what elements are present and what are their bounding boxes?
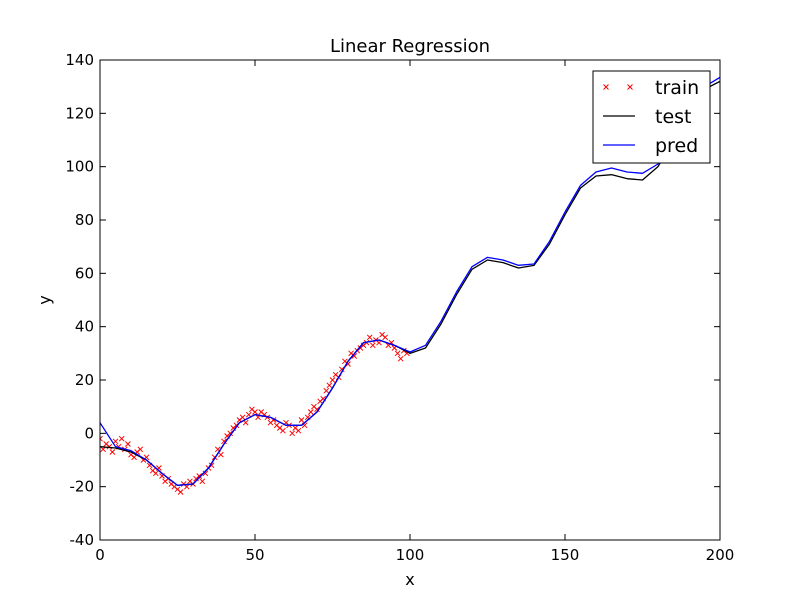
x-tick-label: 0 bbox=[95, 546, 105, 564]
y-tick-label: 0 bbox=[84, 424, 94, 442]
train-point bbox=[394, 350, 401, 357]
train-point bbox=[314, 406, 320, 413]
train-point bbox=[323, 387, 330, 394]
y-axis-label: y bbox=[35, 295, 54, 304]
y-tick-label: 100 bbox=[65, 158, 94, 176]
legend-marker-train bbox=[627, 84, 633, 90]
y-tick-label: -20 bbox=[70, 478, 95, 496]
train-point bbox=[202, 470, 209, 477]
train-point bbox=[196, 473, 203, 479]
train-point bbox=[100, 435, 103, 442]
train-point bbox=[131, 454, 137, 461]
train-point bbox=[345, 361, 351, 367]
chart-title: Linear Regression bbox=[330, 36, 490, 57]
x-tick-label: 200 bbox=[706, 546, 735, 564]
x-axis-label: x bbox=[405, 570, 414, 589]
train-point bbox=[369, 342, 376, 349]
train-point bbox=[298, 417, 305, 423]
plot-area: 0 50 100 150 200 -40 -20 0 20 40 60 80 100 120 140 bbox=[65, 51, 734, 564]
train-point bbox=[221, 438, 227, 445]
legend-frame bbox=[592, 70, 711, 164]
train-point bbox=[125, 441, 131, 447]
train-point bbox=[338, 366, 345, 373]
y-tick-label: 60 bbox=[75, 264, 94, 282]
legend-label-test: test bbox=[655, 106, 692, 128]
train-point bbox=[106, 443, 113, 450]
train-point bbox=[137, 446, 144, 453]
legend: train test pred bbox=[592, 70, 711, 164]
y-tick-label: 40 bbox=[75, 318, 94, 336]
train-point bbox=[227, 430, 234, 437]
legend-label-pred: pred bbox=[655, 135, 698, 157]
train-point bbox=[397, 355, 404, 362]
train-point bbox=[366, 334, 373, 341]
y-tick-label: -40 bbox=[70, 531, 95, 549]
legend-label-train: train bbox=[655, 77, 699, 99]
train-point bbox=[208, 462, 215, 469]
train-point bbox=[239, 414, 246, 421]
train-point bbox=[152, 470, 159, 477]
train-point bbox=[199, 478, 206, 485]
train-point bbox=[329, 377, 336, 383]
y-tick-label: 120 bbox=[65, 104, 94, 122]
train-point bbox=[307, 409, 314, 415]
train-point bbox=[177, 489, 184, 495]
train-point bbox=[326, 382, 333, 389]
train-point bbox=[280, 427, 286, 434]
x-tick-label: 50 bbox=[245, 546, 264, 564]
x-tick-label: 100 bbox=[396, 546, 425, 564]
train-point bbox=[295, 427, 302, 434]
train-point bbox=[252, 409, 258, 415]
y-tick-label: 140 bbox=[65, 51, 94, 69]
train-point bbox=[118, 435, 125, 442]
x-tick-label: 150 bbox=[551, 546, 580, 564]
pred-line bbox=[100, 76, 720, 486]
train-point bbox=[109, 449, 116, 455]
train-point bbox=[218, 451, 224, 458]
train-point bbox=[351, 353, 358, 359]
series-group bbox=[100, 76, 720, 495]
train-point bbox=[382, 334, 389, 341]
train-point bbox=[289, 430, 296, 437]
y-tick-label: 20 bbox=[75, 371, 94, 389]
y-tick-label: 80 bbox=[75, 211, 94, 229]
legend-marker-train bbox=[603, 84, 609, 90]
